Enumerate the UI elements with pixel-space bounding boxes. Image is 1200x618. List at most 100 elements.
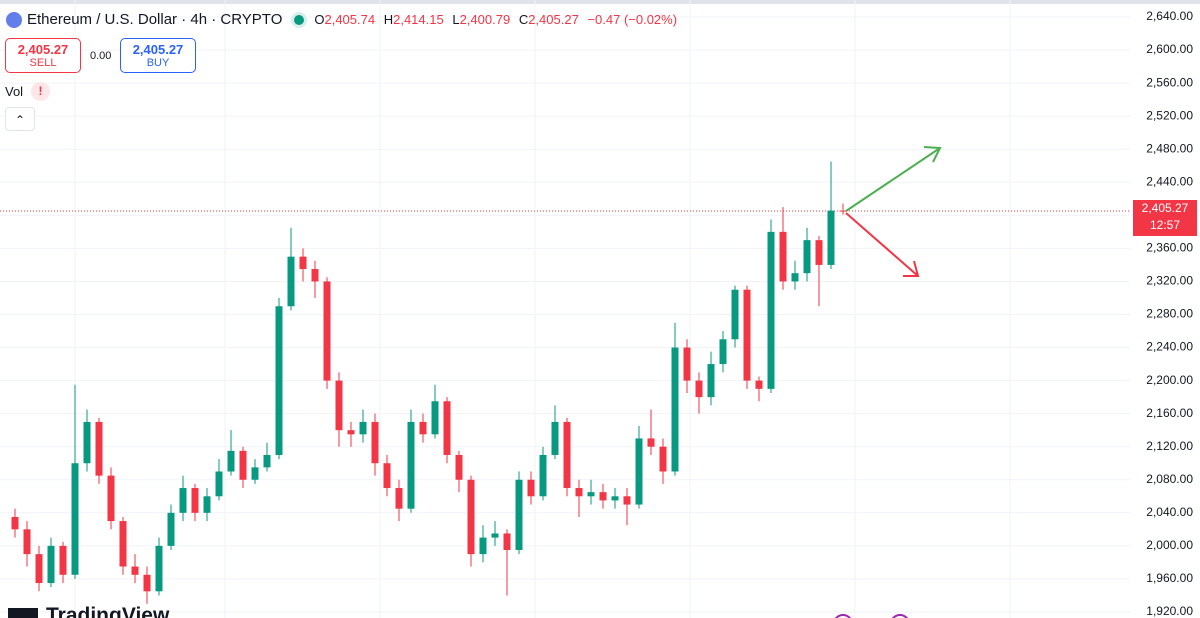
candle-body <box>227 450 235 472</box>
y-tick-label: 2,440.00 <box>1146 174 1193 188</box>
ohlc-value: 2,405.74 <box>324 12 376 27</box>
candle-body <box>71 463 79 575</box>
y-tick-label: 2,280.00 <box>1146 307 1193 321</box>
arrow-head <box>903 260 920 277</box>
candle-body <box>731 289 739 340</box>
candle-body <box>659 446 667 472</box>
candle-body <box>155 545 163 592</box>
candle-body <box>47 545 55 584</box>
market-status <box>294 14 305 25</box>
price-tag-value: 2,405.27 <box>1141 201 1189 215</box>
candle-body <box>119 521 127 567</box>
y-tick-label: 2,000.00 <box>1146 538 1193 552</box>
candle-body <box>311 269 319 282</box>
y-tick-label: 2,200.00 <box>1146 373 1193 387</box>
ohlc-value: 2,405.27 <box>528 12 579 27</box>
candle-body <box>407 421 415 509</box>
candle-body <box>683 347 691 381</box>
green-arrow <box>845 146 942 212</box>
candle-body <box>455 454 463 480</box>
symbol-icon <box>6 11 22 28</box>
y-tick-label: 2,080.00 <box>1146 472 1193 486</box>
y-tick-label: 1,920.00 <box>1146 604 1193 618</box>
y-tick-label: 2,240.00 <box>1146 340 1193 354</box>
candle-body <box>95 421 103 476</box>
ohlc-key: O <box>314 12 325 27</box>
red-arrow <box>845 212 920 277</box>
candle-body <box>623 496 631 505</box>
candle-body <box>791 273 799 282</box>
candle-body <box>239 450 247 480</box>
candle-body <box>827 210 835 265</box>
warning-icon[interactable]: ! <box>31 82 50 101</box>
ohlc-key: L <box>452 12 460 27</box>
candle-body <box>611 496 619 501</box>
candle-body <box>779 231 787 282</box>
collapse-button[interactable]: ⌃ <box>5 107 35 131</box>
buy-button[interactable]: 2,405.27 BUY <box>120 38 196 73</box>
candle-body <box>707 364 715 398</box>
candle-body <box>83 421 91 464</box>
countdown: 12:57 <box>1149 218 1181 232</box>
candle-body <box>431 401 439 435</box>
candle-body <box>131 566 139 575</box>
ohlc-legend: O2,405.74 H2,414.15 L2,400.79 C2,405.27 … <box>314 12 682 27</box>
candle-body <box>551 421 559 455</box>
candle-body <box>263 454 271 468</box>
candle-body <box>587 492 595 497</box>
y-tick-label: 2,120.00 <box>1146 439 1193 453</box>
candle-body <box>179 488 187 513</box>
candle-body <box>59 545 67 575</box>
sell-label: SELL <box>29 57 57 69</box>
candle-body <box>299 256 307 270</box>
candle-body <box>383 463 391 489</box>
candle-body <box>647 438 655 447</box>
spread: 0.00 <box>90 50 112 62</box>
candle-body <box>467 479 475 555</box>
candle-body <box>599 492 607 501</box>
candle-body <box>203 496 211 513</box>
event-icon[interactable] <box>891 614 909 618</box>
candle-body <box>839 210 847 212</box>
candle-body <box>275 306 283 455</box>
symbol-title: Ethereum / U.S. Dollar · 4h · CRYPTO <box>27 11 283 28</box>
buy-price: 2,405.27 <box>132 42 184 57</box>
candle-body <box>191 488 199 513</box>
candle-body <box>539 454 547 497</box>
y-tick-label: 2,640.00 <box>1146 9 1193 23</box>
candle-body <box>215 471 223 497</box>
candle-body <box>635 438 643 505</box>
event-icon[interactable] <box>834 614 852 618</box>
candle-body <box>503 533 511 550</box>
candle-body <box>563 421 571 489</box>
sell-price: 2,405.27 <box>17 42 69 57</box>
price-tag: 2,405.27 12:57 <box>1133 200 1197 236</box>
y-tick-label: 1,960.00 <box>1146 571 1193 585</box>
y-tick-label: 2,160.00 <box>1146 406 1193 420</box>
buy-label: BUY <box>146 57 170 69</box>
ohlc-value: 2,414.15 <box>393 12 444 27</box>
sell-button[interactable]: 2,405.27 SELL <box>5 38 81 73</box>
header: Ethereum / U.S. Dollar · 4h · CRYPTO O2,… <box>6 11 682 28</box>
logo-mark <box>8 608 38 618</box>
candle-body <box>515 479 523 550</box>
candle-body <box>479 537 487 555</box>
y-tick-label: 2,600.00 <box>1146 42 1193 56</box>
volume-indicator[interactable]: Vol <box>5 84 24 99</box>
candle-body <box>491 533 499 538</box>
candle-body <box>35 554 43 584</box>
candle-body <box>323 281 331 381</box>
candle-body <box>143 574 151 592</box>
candle-body <box>767 231 775 389</box>
candle-body <box>719 339 727 365</box>
candle-body <box>371 421 379 464</box>
y-tick-label: 2,480.00 <box>1146 141 1193 155</box>
candle-body <box>743 289 751 381</box>
ohlc-value: 2,400.79 <box>459 12 511 27</box>
y-tick-label: 2,560.00 <box>1146 75 1193 89</box>
y-tick-label: 2,360.00 <box>1146 241 1193 255</box>
ohlc-change: −0.47 (−0.02%) <box>587 12 678 27</box>
candle-body <box>815 240 823 265</box>
